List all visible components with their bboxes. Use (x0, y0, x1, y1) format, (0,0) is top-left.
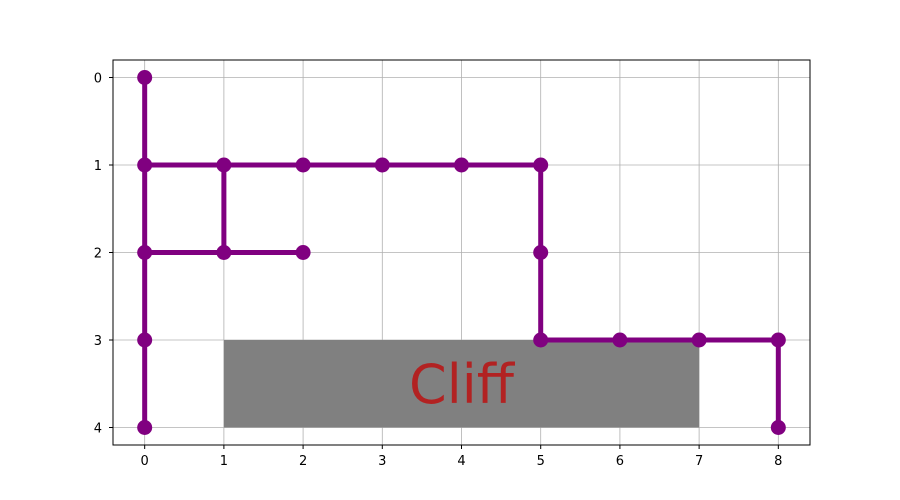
x-tick-label: 7 (695, 454, 703, 469)
x-tick-label: 6 (616, 454, 624, 469)
x-tick-label: 2 (299, 454, 307, 469)
path-point (612, 332, 628, 348)
cliff-rect (223, 340, 700, 428)
path-point (374, 157, 390, 173)
path-point (533, 157, 549, 173)
x-tick-label: 0 (141, 454, 149, 469)
x-tick-label: 1 (220, 454, 228, 469)
path-point (295, 245, 311, 260)
path-point (454, 157, 469, 173)
y-tick-label: 0 (94, 72, 102, 87)
x-tick-label: 3 (378, 454, 386, 469)
path-point (137, 70, 153, 85)
path-point (295, 157, 311, 173)
path-point (770, 420, 786, 435)
x-tick-label: 8 (774, 454, 782, 469)
x-tick-label: 4 (457, 454, 465, 469)
path-point (137, 420, 153, 435)
path-point (216, 245, 232, 260)
path-point (533, 332, 549, 348)
path-point (137, 332, 153, 348)
cliff-region: Cliff (223, 340, 700, 428)
path-point (770, 332, 786, 348)
y-tick-label: 4 (94, 422, 102, 437)
path-point (533, 245, 549, 260)
path-point (691, 332, 707, 348)
x-tick-label: 5 (537, 454, 545, 469)
cliff-label: Cliff (409, 353, 516, 416)
y-tick-label: 3 (94, 334, 102, 349)
path-points (137, 70, 786, 435)
y-tick-label: 1 (94, 159, 102, 174)
path-point (137, 157, 153, 173)
axis-ticks: 0 1 2 3 4 5 6 7 8 0 1 2 3 4 (94, 72, 783, 470)
path-point (137, 245, 153, 260)
y-tick-label: 2 (94, 247, 102, 262)
path-point (216, 157, 232, 173)
